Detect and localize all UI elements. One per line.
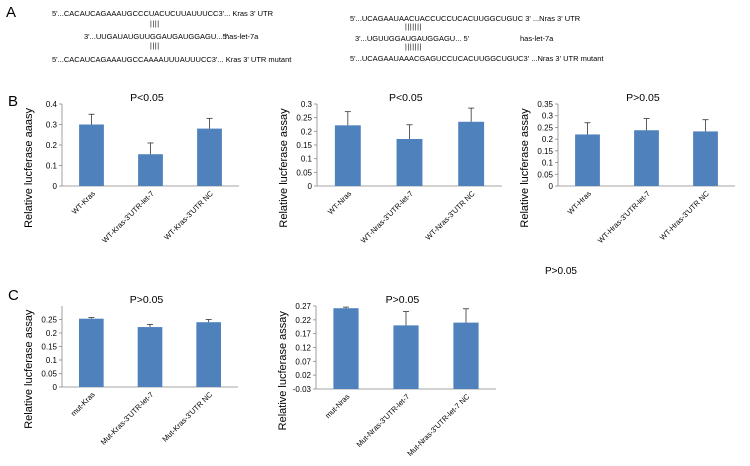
bar (79, 124, 104, 186)
y-tick-label: 0.05 (41, 370, 57, 379)
y-tick-label: 0 (308, 182, 313, 191)
y-tick-label: 0.1 (46, 356, 58, 365)
bar (137, 327, 163, 387)
bar (458, 121, 485, 186)
y-axis-label: Relative lucferase aaasy (23, 108, 35, 228)
y-tick-label: 0.15 (41, 343, 57, 352)
chart-title: P<0.05 (130, 92, 164, 104)
y-tick-label: 0.22 (295, 316, 311, 325)
y-tick-label: 0.1 (46, 162, 58, 171)
kras-utr-sequence: 5'...CACAUCAGAAAUGCCCUACUCUUAUUUCC3'... … (52, 9, 273, 18)
bar (693, 131, 718, 186)
kras-let7-sequence: 3'...UUGAUAUGUUGGAUGAUGGAGU...5' (84, 32, 229, 41)
y-tick-label: 0.1 (542, 159, 554, 168)
y-tick-label: 0.4 (46, 100, 58, 109)
kras-mutant-sequence: 5'...CACAUCAGAAAUGCCAAAAUUUAUUUCC3'... K… (52, 55, 292, 64)
y-tick-label: 0.07 (295, 357, 311, 366)
bar (138, 154, 163, 186)
chart-title: P<0.05 (389, 92, 423, 104)
panel-label-a: A (6, 4, 17, 21)
nras-base-pairs: ||||||| (405, 24, 422, 31)
bar (393, 325, 419, 389)
x-tick-label: Mut-Nras-3'UTR-let-7 (355, 392, 412, 449)
y-tick-label: 0.15 (537, 147, 553, 156)
y-tick-label: 0.17 (295, 330, 311, 339)
bar (333, 308, 359, 389)
y-tick-label: 0.2 (46, 141, 58, 150)
y-tick-label: 0.27 (295, 302, 311, 311)
bar (196, 322, 221, 387)
y-tick-label: 0.3 (301, 100, 313, 109)
y-tick-label: 0.05 (296, 168, 312, 177)
y-tick-label: 0.15 (296, 141, 312, 150)
nras-utr-sequence: 5'...UCAGAAUAACUACCUCCUCACUUGGCUGUC 3' .… (350, 14, 581, 23)
nras-let7-sequence: 3'...UGUUGGAUGAUGGAGU... 5' (355, 34, 470, 43)
y-tick-label: 0.25 (296, 114, 312, 123)
bar (396, 138, 423, 186)
y-tick-label: 0.25 (537, 123, 553, 132)
x-tick-label: Mut-Nras-3'UTR-let-7 NC (405, 392, 471, 458)
y-axis-label: Relative lucferase assay (519, 108, 531, 228)
chart-title: P>0.05 (386, 294, 420, 306)
y-tick-label: 0.2 (542, 135, 554, 144)
y-tick-label: 0.05 (537, 170, 553, 179)
chart-title: P>0.05 (130, 294, 164, 306)
y-tick-label: 0.3 (46, 121, 58, 130)
extra-p-value: P>0.05 (545, 266, 577, 277)
y-tick-label: 0.02 (295, 371, 311, 380)
y-axis-label: Relative lucferase assay (23, 309, 35, 429)
y-tick-label: 0.35 (537, 100, 553, 109)
y-tick-label: 0.1 (301, 155, 313, 164)
y-tick-label: 0 (53, 182, 58, 191)
y-tick-label: 0.2 (301, 127, 313, 136)
kras-let7-label: has-let-7a (225, 32, 259, 41)
bar (453, 322, 479, 389)
nras-let7-label: has-let-7a (520, 34, 554, 43)
y-tick-label: 0.12 (295, 344, 311, 353)
y-tick-label: 0.25 (41, 316, 57, 325)
kras-mut-base-pairs: |||| (150, 43, 160, 50)
y-axis-label: Relative lucferase assay (278, 108, 290, 228)
chart-title: P>0.05 (626, 92, 660, 104)
y-tick-label: 0 (549, 182, 554, 191)
bar (575, 134, 600, 186)
bar (334, 125, 361, 186)
y-tick-label: -0.03 (293, 385, 312, 394)
y-tick-label: 0 (53, 383, 58, 392)
kras-base-pairs: |||| (150, 21, 160, 28)
y-tick-label: 0.3 (542, 112, 554, 121)
panel-label-c: C (8, 287, 19, 304)
y-tick-label: 0.2 (46, 329, 58, 338)
y-axis-label: Relative lucferase assay (277, 311, 289, 431)
bar (79, 318, 104, 387)
bar (634, 130, 659, 186)
bar (197, 128, 222, 186)
nras-mutant-sequence: 5'...UCAGAAUAAACGAGUCCUCACUUGGCUGUC3' ..… (350, 54, 604, 63)
x-tick-label: mut-Nras (323, 392, 351, 420)
panel-label-b: B (8, 93, 19, 110)
nras-mut-base-pairs: ||||||| (405, 44, 422, 51)
